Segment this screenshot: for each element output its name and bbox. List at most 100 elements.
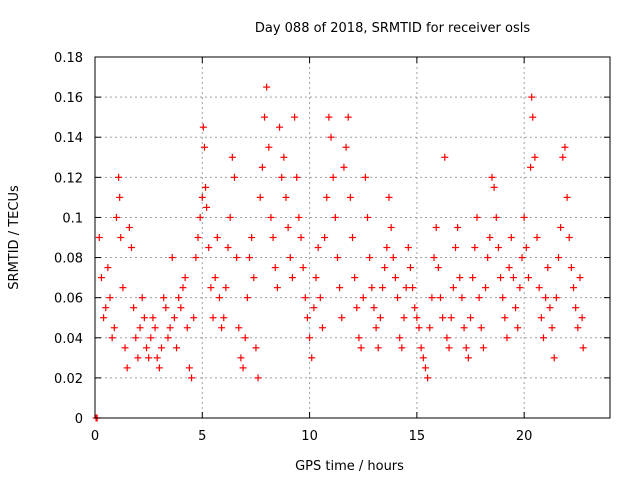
data-point bbox=[271, 264, 279, 272]
data-point bbox=[106, 294, 114, 302]
data-point bbox=[295, 213, 303, 221]
data-point bbox=[200, 143, 208, 151]
data-point bbox=[194, 234, 202, 241]
data-point bbox=[162, 304, 170, 312]
data-point bbox=[475, 294, 483, 302]
data-point bbox=[140, 314, 148, 322]
data-point bbox=[192, 254, 200, 262]
data-point bbox=[241, 334, 249, 342]
data-point bbox=[490, 183, 498, 191]
data-point bbox=[143, 344, 150, 352]
data-point bbox=[258, 163, 266, 171]
data-point bbox=[492, 213, 500, 221]
data-point bbox=[318, 324, 326, 332]
data-point bbox=[578, 314, 586, 322]
data-point bbox=[209, 314, 217, 322]
data-point bbox=[387, 223, 395, 231]
data-point bbox=[501, 314, 509, 322]
data-point bbox=[488, 173, 496, 181]
data-point bbox=[149, 314, 157, 322]
data-point bbox=[409, 284, 417, 292]
data-point bbox=[132, 334, 140, 342]
data-point bbox=[430, 254, 438, 262]
data-point bbox=[404, 244, 412, 252]
data-point bbox=[426, 324, 434, 332]
data-point bbox=[185, 364, 193, 372]
data-point bbox=[454, 223, 462, 231]
data-point bbox=[312, 274, 320, 282]
data-point bbox=[357, 344, 365, 352]
data-point bbox=[436, 294, 444, 302]
data-point bbox=[458, 294, 466, 302]
data-point bbox=[308, 354, 316, 362]
data-point bbox=[533, 234, 541, 241]
data-point bbox=[494, 244, 502, 252]
x-tick-label: 0 bbox=[91, 429, 99, 444]
y-tick-label: 0.06 bbox=[54, 292, 83, 307]
data-point bbox=[507, 234, 515, 241]
data-point bbox=[561, 143, 569, 151]
data-point bbox=[256, 193, 264, 201]
data-point bbox=[115, 173, 123, 181]
data-point bbox=[282, 193, 290, 201]
data-point bbox=[544, 264, 552, 272]
data-point bbox=[179, 284, 187, 292]
data-point bbox=[325, 113, 333, 121]
data-point bbox=[379, 284, 387, 292]
data-point bbox=[301, 294, 309, 302]
data-point bbox=[291, 113, 299, 121]
data-point bbox=[145, 354, 153, 362]
data-point bbox=[542, 294, 550, 302]
data-point bbox=[411, 304, 419, 312]
data-point bbox=[486, 234, 494, 241]
data-point bbox=[243, 294, 251, 302]
data-point bbox=[123, 364, 131, 372]
data-point bbox=[381, 264, 389, 272]
data-point bbox=[218, 324, 226, 332]
data-point bbox=[327, 133, 335, 141]
data-point bbox=[239, 364, 247, 372]
plot-frame bbox=[94, 56, 611, 419]
data-point bbox=[252, 344, 260, 352]
data-point bbox=[254, 374, 262, 382]
y-tick-label: 0 bbox=[75, 412, 83, 427]
data-point bbox=[321, 234, 329, 241]
x-tick-label: 15 bbox=[409, 429, 426, 444]
data-point bbox=[535, 284, 543, 292]
data-point bbox=[158, 344, 166, 352]
data-point bbox=[160, 294, 168, 302]
data-point bbox=[419, 354, 427, 362]
data-point bbox=[314, 244, 322, 252]
data-point bbox=[175, 294, 183, 302]
y-tick-label: 0.16 bbox=[54, 91, 83, 106]
data-point bbox=[376, 314, 384, 322]
data-point bbox=[391, 274, 399, 282]
data-point bbox=[273, 284, 281, 292]
data-point bbox=[546, 304, 554, 312]
data-point bbox=[329, 173, 337, 181]
data-point bbox=[567, 264, 575, 272]
data-point bbox=[205, 244, 213, 252]
data-point bbox=[119, 284, 127, 292]
data-point bbox=[136, 324, 144, 332]
data-point bbox=[147, 334, 155, 342]
data-point bbox=[383, 244, 391, 252]
data-point bbox=[439, 314, 447, 322]
data-point bbox=[467, 314, 475, 322]
ticks-layer: 0 0.02 0.04 0.06 0.08 0.1 0.12 0.14 0.16 0.18 0 5 10… bbox=[54, 51, 610, 444]
data-point bbox=[479, 344, 487, 352]
data-point bbox=[570, 284, 578, 292]
data-point bbox=[168, 254, 176, 262]
data-point bbox=[199, 123, 207, 131]
data-point bbox=[299, 264, 307, 272]
data-point bbox=[394, 294, 402, 302]
data-point bbox=[572, 304, 580, 312]
data-point bbox=[276, 123, 284, 131]
data-point bbox=[428, 294, 436, 302]
data-point bbox=[181, 274, 189, 282]
y-tick-label: 0.18 bbox=[54, 51, 83, 66]
data-point bbox=[529, 113, 537, 121]
data-point bbox=[421, 364, 429, 372]
y-tick-label: 0.1 bbox=[62, 211, 83, 226]
data-point bbox=[269, 234, 277, 241]
